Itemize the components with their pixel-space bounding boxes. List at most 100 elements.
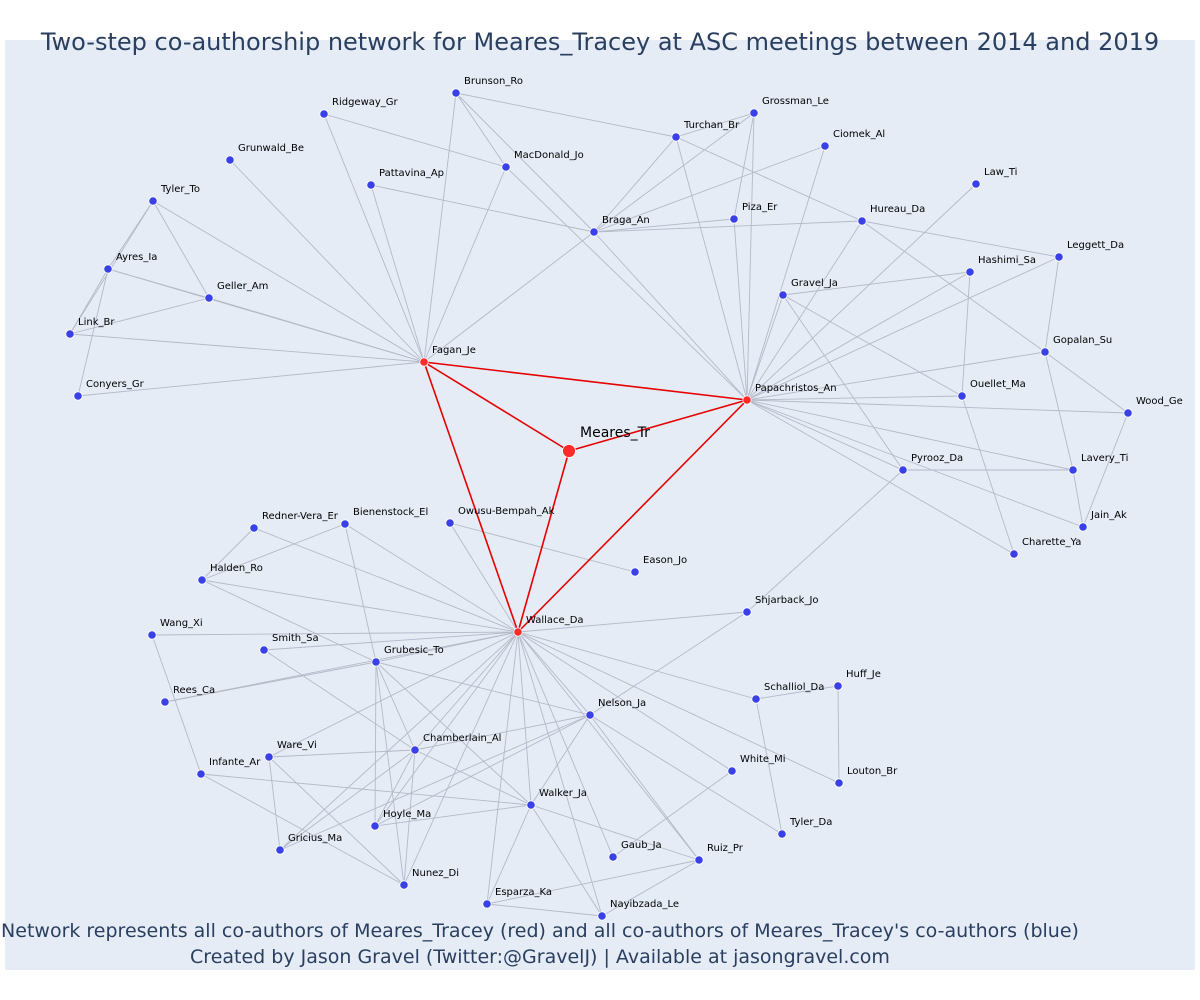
node-charette-ya[interactable]: Charette_Ya — [1009, 537, 1082, 559]
node-marker-white-mi[interactable] — [727, 766, 737, 776]
node-brunson-ro[interactable]: Brunson_Ro — [451, 76, 523, 98]
node-ciomek-al[interactable]: Ciomek_Al — [820, 129, 885, 151]
node-marker-chamberlain-al[interactable] — [410, 745, 420, 755]
node-ridgeway-gr[interactable]: Ridgeway_Gr — [319, 97, 399, 119]
node-marker-gopalan-su[interactable] — [1040, 347, 1050, 357]
node-white-mi[interactable]: White_Mi — [727, 754, 786, 776]
node-rees-ca[interactable]: Rees_Ca — [160, 685, 215, 707]
node-ayres-ia[interactable]: Ayres_Ia — [103, 252, 158, 274]
node-schalliol-da[interactable]: Schalliol_Da — [751, 682, 825, 704]
node-ruiz-pr[interactable]: Ruiz_Pr — [694, 843, 744, 865]
node-marker-hoyle-ma[interactable] — [370, 821, 380, 831]
node-eason-jo[interactable]: Eason_Jo — [630, 555, 687, 577]
node-marker-nayibzada-le[interactable] — [597, 911, 607, 921]
node-marker-bienenstock-el[interactable] — [340, 519, 350, 529]
node-piza-er[interactable]: Piza_Er — [729, 202, 778, 224]
node-fagan-je[interactable]: Fagan_Je — [419, 345, 476, 367]
node-infante-ar[interactable]: Infante_Ar — [196, 757, 261, 779]
node-link-br[interactable]: Link_Br — [65, 317, 116, 339]
node-chamberlain-al[interactable]: Chamberlain_Al — [410, 733, 502, 755]
node-halden-ro[interactable]: Halden_Ro — [197, 563, 263, 585]
node-ouellet-ma[interactable]: Ouellet_Ma — [957, 379, 1026, 401]
node-marker-nunez-di[interactable] — [399, 880, 409, 890]
node-marker-tyler-da[interactable] — [777, 829, 787, 839]
node-shjarback-jo[interactable]: Shjarback_Jo — [742, 595, 819, 617]
node-marker-huff-je[interactable] — [833, 681, 843, 691]
node-turchan-br[interactable]: Turchan_Br — [671, 120, 740, 142]
node-marker-ciomek-al[interactable] — [820, 141, 830, 151]
node-marker-wood-ge[interactable] — [1123, 408, 1133, 418]
node-pattavina-ap[interactable]: Pattavina_Ap — [366, 168, 444, 190]
node-marker-turchan-br[interactable] — [671, 132, 681, 142]
node-leggett-da[interactable]: Leggett_Da — [1054, 240, 1124, 262]
node-nayibzada-le[interactable]: Nayibzada_Le — [597, 899, 679, 921]
node-marker-tyler-to[interactable] — [148, 196, 158, 206]
node-marker-ware-vi[interactable] — [264, 752, 274, 762]
node-wood-ge[interactable]: Wood_Ge — [1123, 396, 1183, 418]
node-marker-owusu-bempah-ak[interactable] — [445, 518, 455, 528]
node-marker-lavery-ti[interactable] — [1068, 465, 1078, 475]
node-ware-vi[interactable]: Ware_Vi — [264, 740, 317, 762]
node-marker-hashimi-sa[interactable] — [965, 267, 975, 277]
node-hoyle-ma[interactable]: Hoyle_Ma — [370, 809, 431, 831]
node-geller-am[interactable]: Geller_Am — [204, 281, 269, 303]
node-marker-fagan-je[interactable] — [419, 357, 429, 367]
node-marker-eason-jo[interactable] — [630, 567, 640, 577]
node-marker-brunson-ro[interactable] — [451, 88, 461, 98]
node-gricius-ma[interactable]: Gricius_Ma — [275, 833, 342, 855]
node-marker-pattavina-ap[interactable] — [366, 180, 376, 190]
node-marker-link-br[interactable] — [65, 329, 75, 339]
node-marker-rees-ca[interactable] — [160, 697, 170, 707]
node-wallace-da[interactable]: Wallace_Da — [513, 615, 584, 637]
node-marker-wallace-da[interactable] — [513, 627, 523, 637]
node-marker-nelson-ja[interactable] — [585, 710, 595, 720]
node-braga-an[interactable]: Braga_An — [589, 215, 650, 237]
node-marker-law-ti[interactable] — [971, 179, 981, 189]
node-marker-louton-br[interactable] — [834, 778, 844, 788]
node-louton-br[interactable]: Louton_Br — [834, 766, 898, 788]
node-hashimi-sa[interactable]: Hashimi_Sa — [965, 255, 1036, 277]
node-marker-jain-ak[interactable] — [1078, 522, 1088, 532]
node-tyler-to[interactable]: Tyler_To — [148, 184, 200, 206]
node-marker-hureau-da[interactable] — [857, 216, 867, 226]
node-redner-vera-er[interactable]: Redner-Vera_Er — [249, 511, 339, 533]
node-marker-gravel-ja[interactable] — [778, 290, 788, 300]
node-conyers-gr[interactable]: Conyers_Gr — [73, 379, 145, 401]
node-marker-esparza-ka[interactable] — [482, 899, 492, 909]
node-marker-shjarback-jo[interactable] — [742, 607, 752, 617]
node-bienenstock-el[interactable]: Bienenstock_El — [340, 507, 428, 529]
node-marker-ruiz-pr[interactable] — [694, 855, 704, 865]
node-wang-xi[interactable]: Wang_Xi — [147, 618, 203, 640]
node-macdonald-jo[interactable]: MacDonald_Jo — [501, 150, 584, 172]
node-marker-ridgeway-gr[interactable] — [319, 109, 329, 119]
node-marker-wang-xi[interactable] — [147, 630, 157, 640]
node-marker-walker-ja[interactable] — [526, 800, 536, 810]
node-pyrooz-da[interactable]: Pyrooz_Da — [898, 453, 963, 475]
node-marker-macdonald-jo[interactable] — [501, 162, 511, 172]
node-marker-redner-vera-er[interactable] — [249, 523, 259, 533]
node-marker-ouellet-ma[interactable] — [957, 391, 967, 401]
node-jain-ak[interactable]: Jain_Ak — [1078, 510, 1127, 532]
node-papachristos-an[interactable]: Papachristos_An — [742, 383, 837, 405]
node-nunez-di[interactable]: Nunez_Di — [399, 868, 459, 890]
node-gravel-ja[interactable]: Gravel_Ja — [778, 278, 838, 300]
node-gopalan-su[interactable]: Gopalan_Su — [1040, 335, 1112, 357]
node-marker-infante-ar[interactable] — [196, 769, 206, 779]
node-marker-piza-er[interactable] — [729, 214, 739, 224]
node-law-ti[interactable]: Law_Ti — [971, 167, 1018, 189]
node-nelson-ja[interactable]: Nelson_Ja — [585, 698, 646, 720]
node-tyler-da[interactable]: Tyler_Da — [777, 817, 833, 839]
node-smith-sa[interactable]: Smith_Sa — [259, 633, 319, 655]
node-marker-grunwald-be[interactable] — [225, 155, 235, 165]
node-marker-conyers-gr[interactable] — [73, 391, 83, 401]
node-marker-halden-ro[interactable] — [197, 575, 207, 585]
node-grossman-le[interactable]: Grossman_Le — [749, 96, 829, 118]
node-marker-schalliol-da[interactable] — [751, 694, 761, 704]
node-owusu-bempah-ak[interactable]: Owusu-Bempah_Ak — [445, 506, 555, 528]
node-marker-gaub-ja[interactable] — [608, 852, 618, 862]
node-marker-gricius-ma[interactable] — [275, 845, 285, 855]
node-grunwald-be[interactable]: Grunwald_Be — [225, 143, 304, 165]
node-meares-tr[interactable]: Meares_Tr — [562, 425, 651, 458]
node-esparza-ka[interactable]: Esparza_Ka — [482, 887, 552, 909]
node-marker-papachristos-an[interactable] — [742, 395, 752, 405]
